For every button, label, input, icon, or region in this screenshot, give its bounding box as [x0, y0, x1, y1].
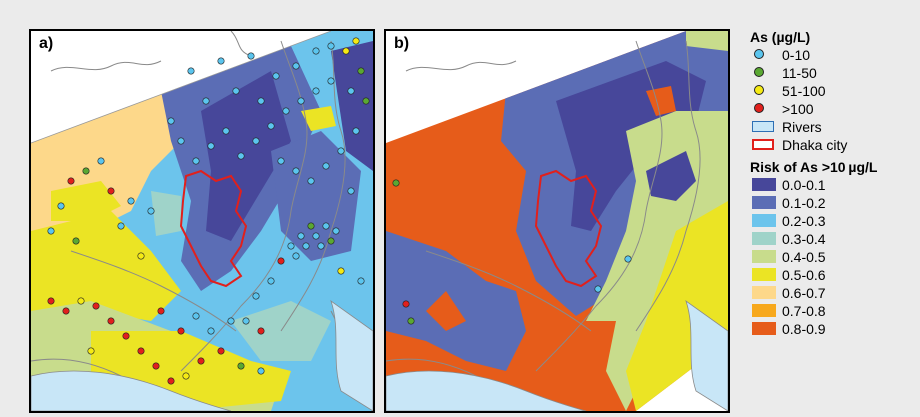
legend-item-risk-3: 0.3-0.4 [750, 230, 920, 248]
risk-map-a [31, 31, 373, 411]
legend-item-arsenic-11-50: 11-50 [750, 64, 920, 82]
legend-item-risk-2: 0.2-0.3 [750, 212, 920, 230]
map-panel-a: a) [29, 29, 375, 413]
legend: As (µg/L) 0-10 11-50 51-100 >100 Rivers … [750, 28, 920, 338]
legend-item-risk-5: 0.5-0.6 [750, 266, 920, 284]
legend-dot [754, 67, 764, 77]
risk-swatch [752, 304, 776, 317]
rivers-swatch [752, 121, 774, 132]
risk-swatch [752, 178, 776, 191]
arsenic-legend-title: As (µg/L) [750, 29, 811, 45]
legend-item-risk-4: 0.4-0.5 [750, 248, 920, 266]
legend-item-risk-0: 0.0-0.1 [750, 176, 920, 194]
legend-item-arsenic-51-100: 51-100 [750, 82, 920, 100]
risk-swatch [752, 322, 776, 335]
legend-item-rivers: Rivers [750, 118, 920, 136]
risk-swatch [752, 250, 776, 263]
panel-a-label: a) [39, 35, 54, 52]
legend-item-risk-7: 0.7-0.8 [750, 302, 920, 320]
risk-swatch [752, 268, 776, 281]
risk-map-b [386, 31, 728, 411]
risk-legend-title: Risk of As >10 µg/L [750, 159, 878, 175]
legend-item-arsenic-0-10: 0-10 [750, 46, 920, 64]
risk-swatch [752, 232, 776, 245]
risk-swatch [752, 286, 776, 299]
legend-dot [754, 103, 764, 113]
legend-dot [754, 85, 764, 95]
risk-swatch [752, 214, 776, 227]
legend-item-arsenic-gt100: >100 [750, 100, 920, 118]
legend-item-dhaka-city: Dhaka city [750, 136, 920, 154]
risk-swatch [752, 196, 776, 209]
legend-item-risk-1: 0.1-0.2 [750, 194, 920, 212]
dhaka-city-swatch [752, 139, 774, 150]
legend-item-risk-8: 0.8-0.9 [750, 320, 920, 338]
panel-b-label: b) [394, 35, 410, 52]
map-panel-b: b) [384, 29, 730, 413]
legend-item-risk-6: 0.6-0.7 [750, 284, 920, 302]
legend-dot [754, 49, 764, 59]
